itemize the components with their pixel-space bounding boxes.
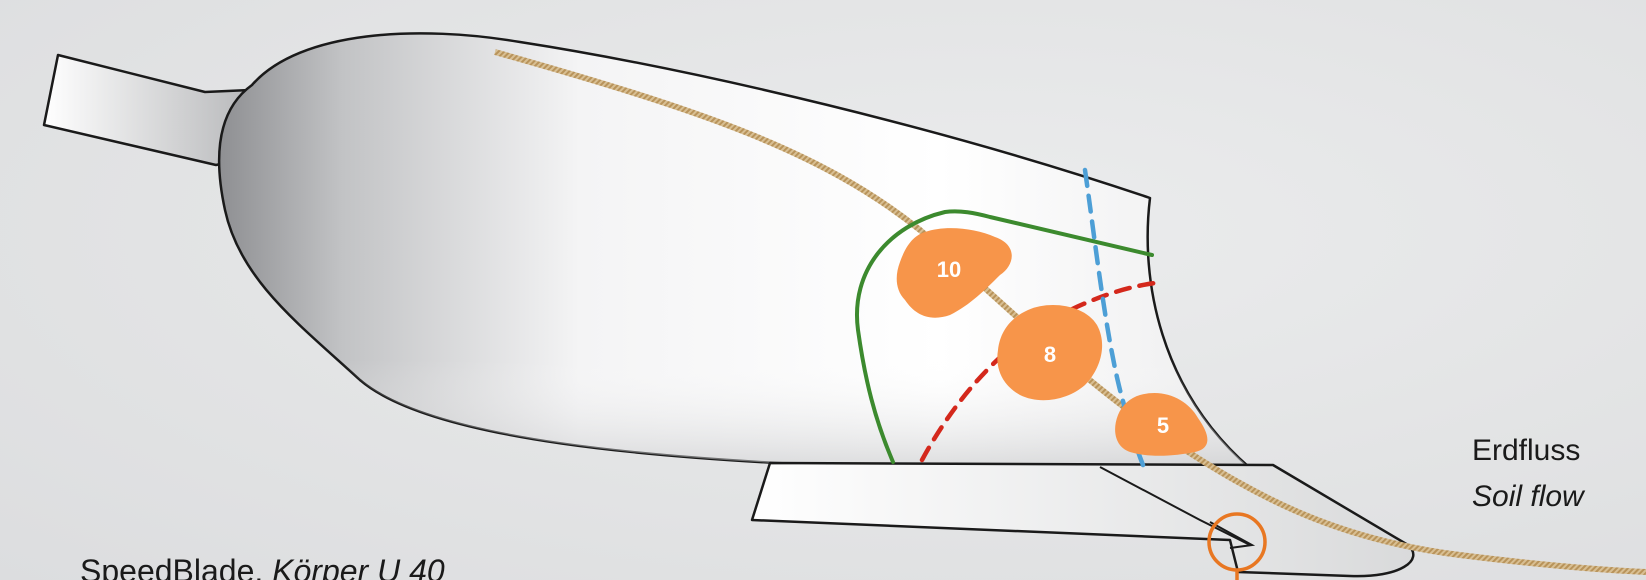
- soil-flow-label-english: Soil flow: [1472, 480, 1584, 513]
- wear-marker-8-label: 8: [1044, 342, 1056, 367]
- mouldboard-body: [217, 32, 1252, 470]
- diagram-caption: SpeedBlade, Körper U 40: [80, 553, 445, 580]
- wear-marker-10-label: 10: [937, 257, 961, 282]
- caption-italic: Körper U 40: [272, 553, 445, 580]
- wear-marker-5: 5: [1115, 392, 1208, 456]
- soil-flow-path: [494, 49, 1646, 575]
- caption-main: SpeedBlade,: [80, 553, 273, 580]
- wear-marker-8: 8: [997, 305, 1103, 401]
- wear-marker-10: 10: [896, 228, 1012, 318]
- soil-flow-label-german: Erdfluss: [1472, 434, 1581, 467]
- share-bevel-line: [1099, 466, 1251, 546]
- wear-marker-5-label: 5: [1157, 413, 1169, 438]
- share-tip-notch: [1209, 521, 1256, 549]
- green-boundary-line: [855, 209, 1154, 464]
- share-tip-highlight: [1207, 512, 1267, 580]
